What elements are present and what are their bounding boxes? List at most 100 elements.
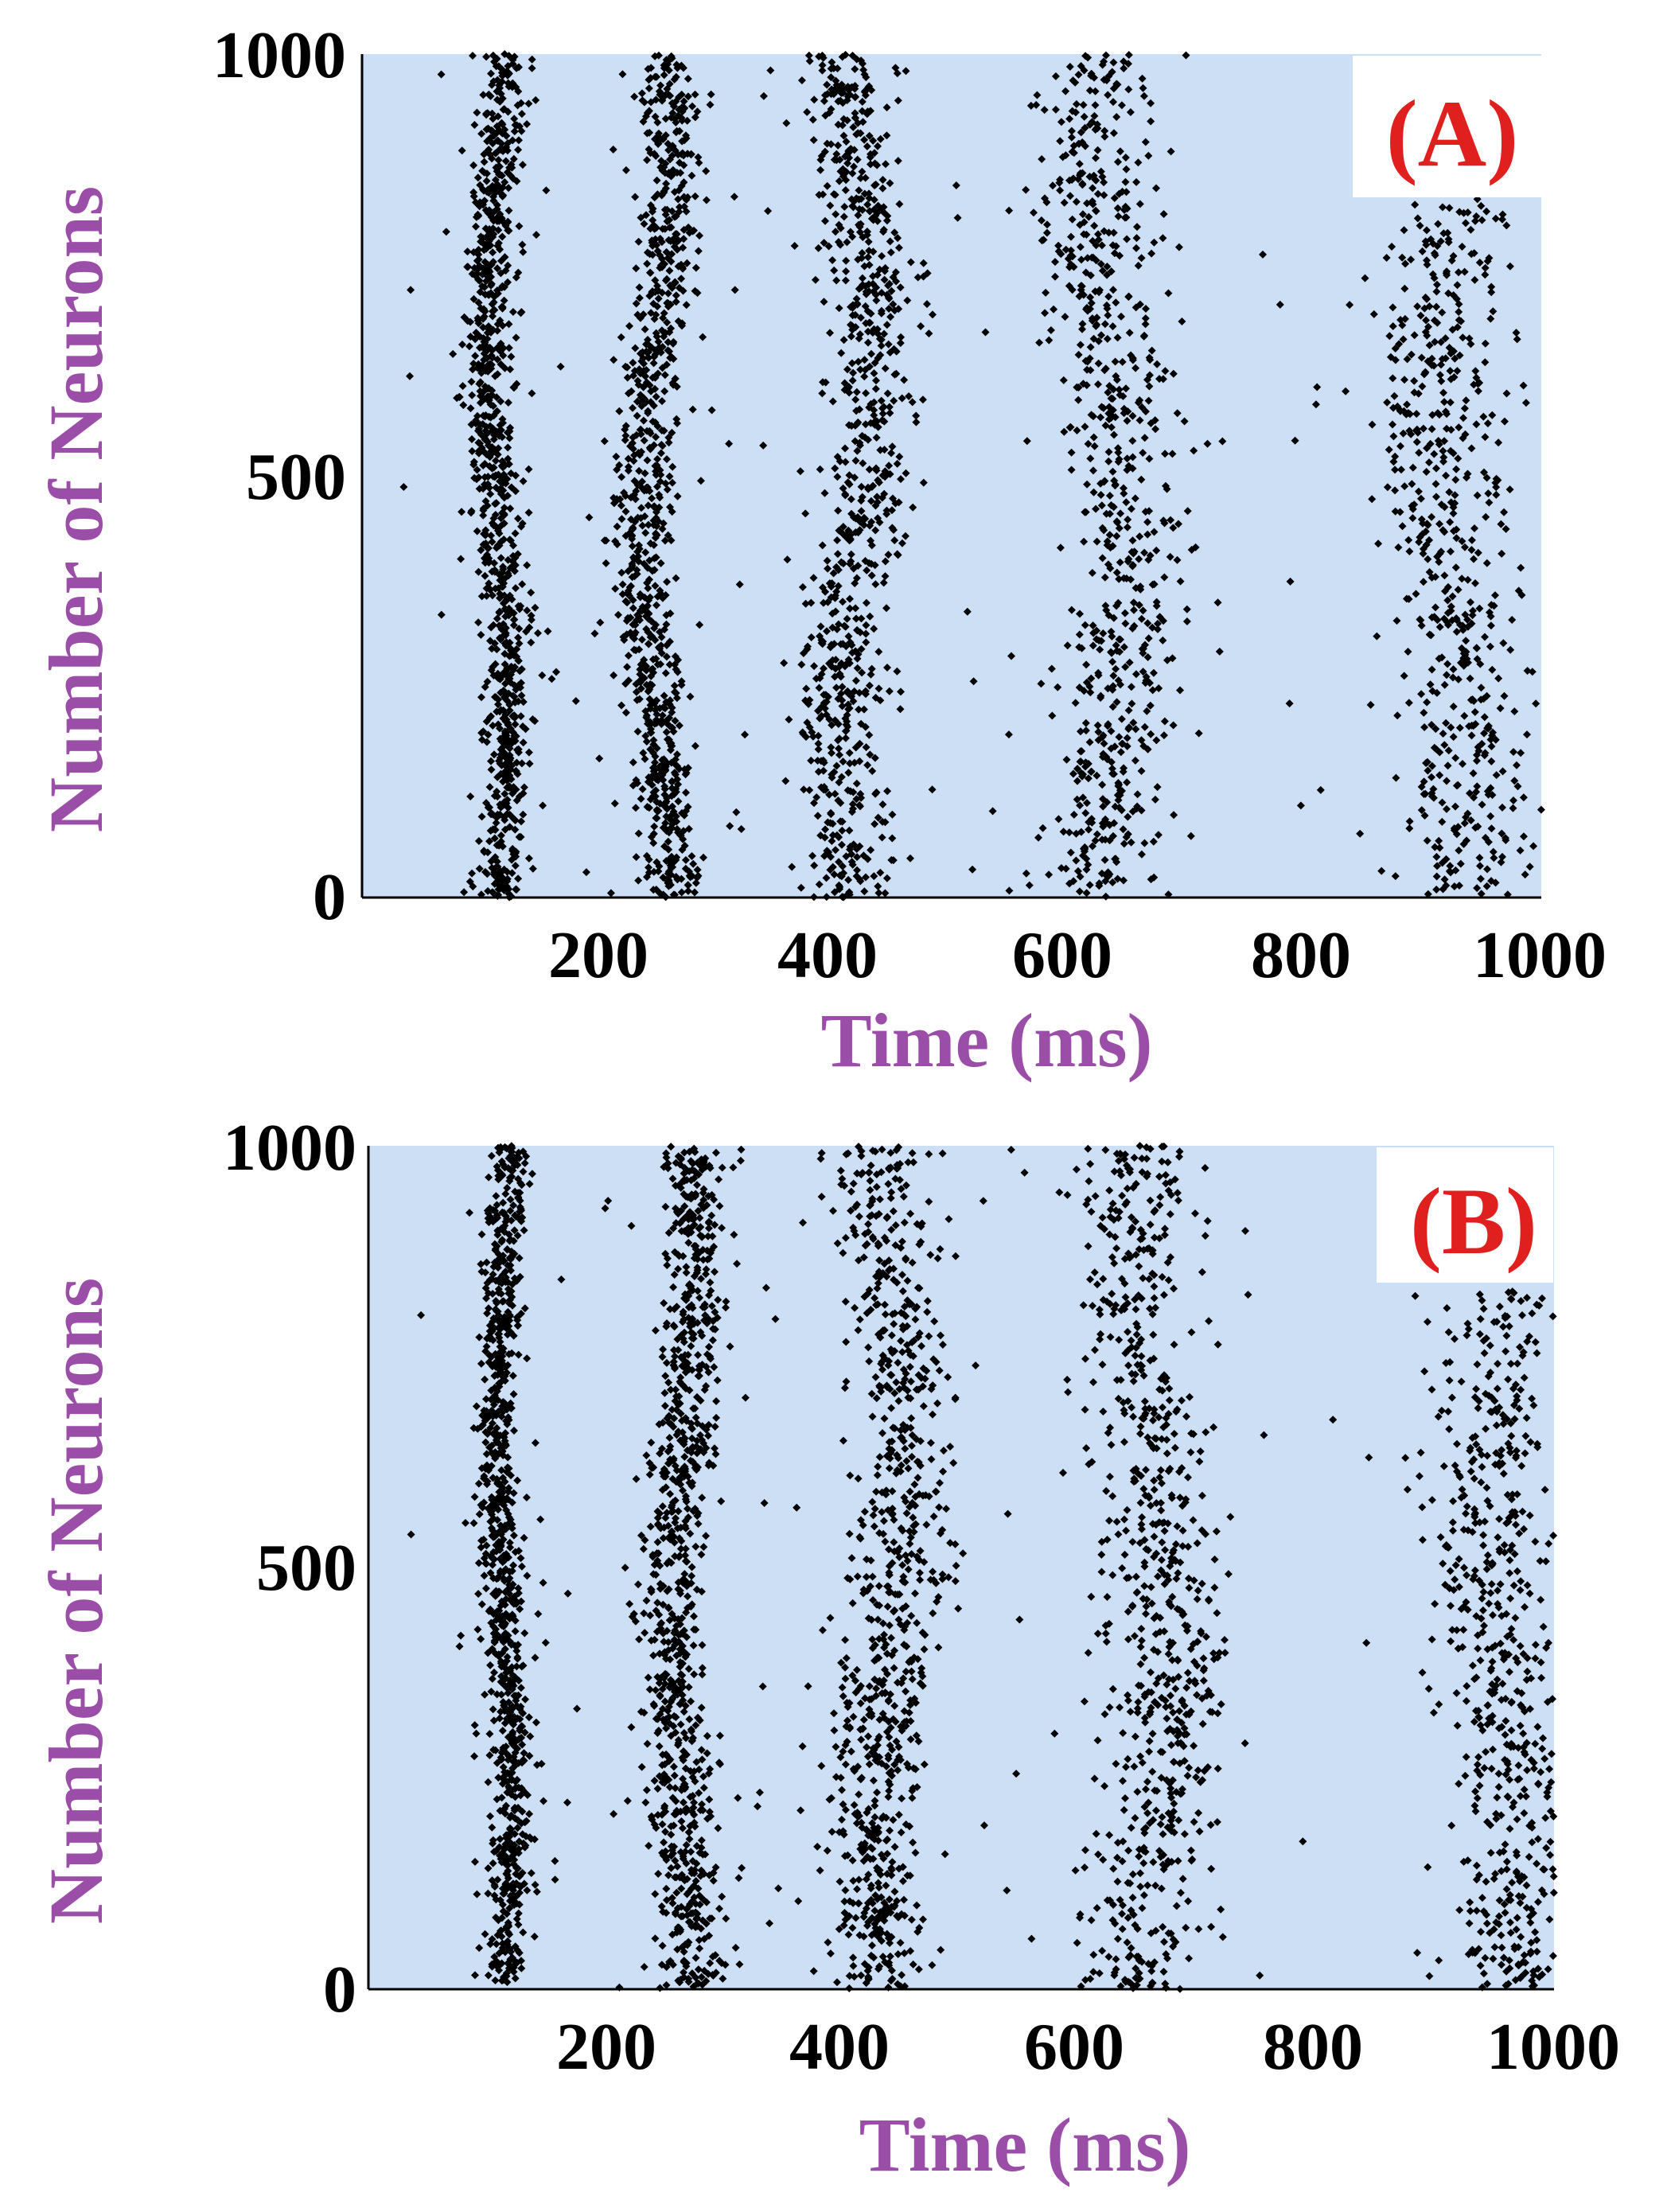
spike-point	[832, 656, 840, 664]
spike-point	[867, 349, 875, 358]
spike-point	[471, 352, 480, 360]
spike-point	[819, 598, 828, 607]
spike-point	[500, 886, 508, 894]
spike-point	[691, 192, 699, 201]
spike-point	[846, 604, 855, 613]
spike-point	[491, 372, 500, 380]
spike-point	[800, 785, 808, 794]
spike-point	[846, 594, 854, 603]
spike-point	[968, 865, 977, 874]
spike-point	[482, 354, 491, 363]
spike-point	[631, 344, 640, 352]
spike-point	[888, 834, 897, 843]
spike-point	[477, 546, 485, 555]
spike-point	[485, 783, 494, 792]
spike-point	[637, 684, 645, 693]
spike-point	[832, 210, 840, 219]
spike-point	[890, 228, 899, 237]
spike-point	[641, 469, 649, 477]
spike-point	[679, 243, 687, 252]
spike-point	[828, 85, 836, 94]
spike-point	[638, 785, 647, 793]
x-tick-label: 400	[777, 918, 878, 992]
spike-point	[479, 727, 488, 736]
spike-point	[481, 197, 489, 205]
spike-point	[487, 810, 496, 819]
spike-point	[493, 645, 501, 654]
spike-point	[637, 794, 645, 803]
spike-point	[672, 785, 680, 793]
spike-point	[527, 611, 536, 620]
spike-point	[829, 569, 838, 578]
spike-point	[828, 863, 837, 871]
spike-point	[859, 705, 868, 714]
spike-point	[840, 621, 849, 630]
spike-point	[865, 207, 874, 216]
spike-point	[853, 654, 862, 663]
spike-point	[485, 360, 494, 368]
spike-point	[514, 268, 523, 277]
spike-point	[858, 107, 867, 115]
spike-point	[864, 84, 873, 92]
spike-point	[485, 322, 493, 331]
spike-point	[815, 190, 824, 199]
spike-point	[796, 883, 805, 892]
spike-point	[682, 196, 691, 204]
spike-point	[643, 578, 652, 587]
spike-point	[900, 376, 909, 384]
spike-point	[854, 119, 863, 127]
spike-point	[497, 139, 506, 148]
spike-point	[636, 590, 645, 598]
spike-point	[485, 90, 493, 99]
spike-point	[668, 151, 676, 160]
spike-point	[851, 109, 859, 118]
spike-point	[780, 659, 789, 668]
spike-point	[504, 184, 513, 193]
spike-point	[851, 64, 859, 73]
spike-point	[590, 629, 599, 638]
spike-point	[639, 416, 648, 425]
spike-point	[854, 562, 863, 570]
spike-point	[903, 296, 912, 305]
spike-point	[491, 176, 500, 185]
spike-point	[547, 675, 556, 683]
spike-point	[497, 514, 505, 523]
spike-point	[654, 867, 663, 875]
spike-point	[818, 541, 827, 550]
spike-point	[828, 721, 836, 730]
spike-point	[834, 582, 843, 590]
spike-point	[629, 445, 637, 454]
spike-point	[658, 95, 667, 104]
spike-point	[653, 118, 662, 127]
spike-point	[735, 580, 744, 589]
spike-point	[482, 543, 491, 551]
spike-point	[680, 841, 689, 850]
spike-point	[512, 83, 520, 92]
spike-point	[474, 837, 483, 845]
spike-point	[819, 766, 828, 775]
spike-point	[824, 564, 832, 573]
spike-point	[492, 149, 500, 157]
spike-point	[788, 863, 796, 871]
spike-point	[670, 102, 678, 111]
spike-point	[500, 737, 508, 746]
spike-point	[671, 375, 680, 384]
spike-point	[661, 210, 670, 219]
spike-point	[897, 475, 905, 484]
spike-point	[619, 633, 628, 641]
spike-point	[652, 176, 661, 185]
spike-point	[814, 243, 823, 252]
spike-point	[497, 635, 505, 644]
spike-point	[886, 248, 895, 257]
spike-point	[672, 694, 681, 703]
spike-point	[672, 291, 680, 300]
spike-point	[905, 392, 913, 400]
spike-point	[764, 207, 773, 216]
spike-point	[878, 416, 886, 425]
spike-point	[660, 801, 668, 810]
spike-point	[835, 155, 844, 164]
spike-point	[818, 61, 827, 69]
spike-point	[500, 668, 508, 677]
spike-point	[820, 239, 828, 247]
spike-point	[487, 69, 495, 78]
